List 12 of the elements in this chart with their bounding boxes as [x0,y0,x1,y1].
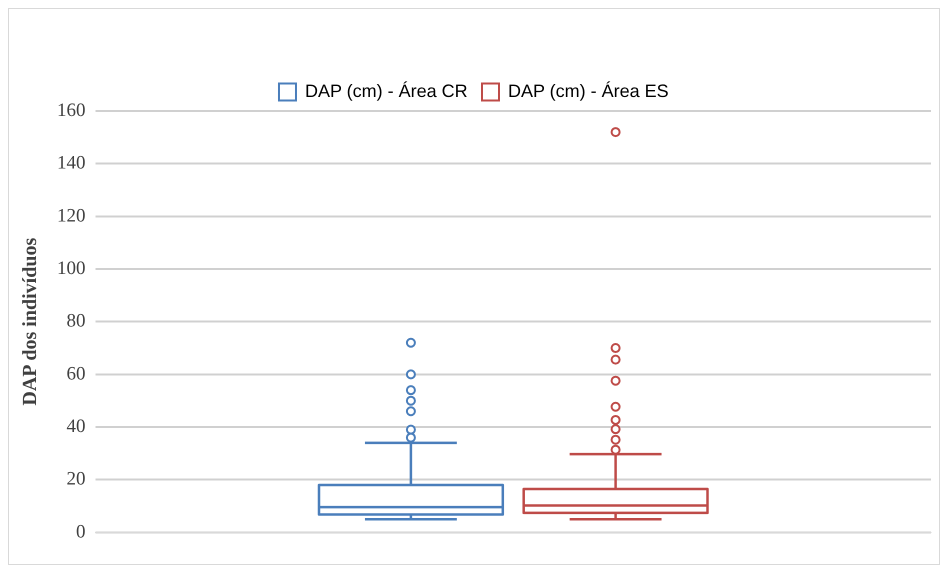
y-tick-label: 100 [57,258,86,280]
y-axis-title: DAP dos indivíduos [19,238,42,406]
y-tick-label: 40 [66,416,86,438]
y-tick-label: 140 [57,152,86,174]
legend-label: DAP (cm) - Área ES [508,80,669,101]
y-tick-label: 80 [66,310,86,332]
y-tick-label: 60 [66,363,86,384]
y-tick-label: 160 [57,100,86,121]
y-tick-label: 0 [76,521,86,542]
y-tick-label: 20 [66,468,86,490]
y-tick-label: 120 [57,205,86,226]
legend-label: DAP (cm) - Área CR [304,80,468,101]
